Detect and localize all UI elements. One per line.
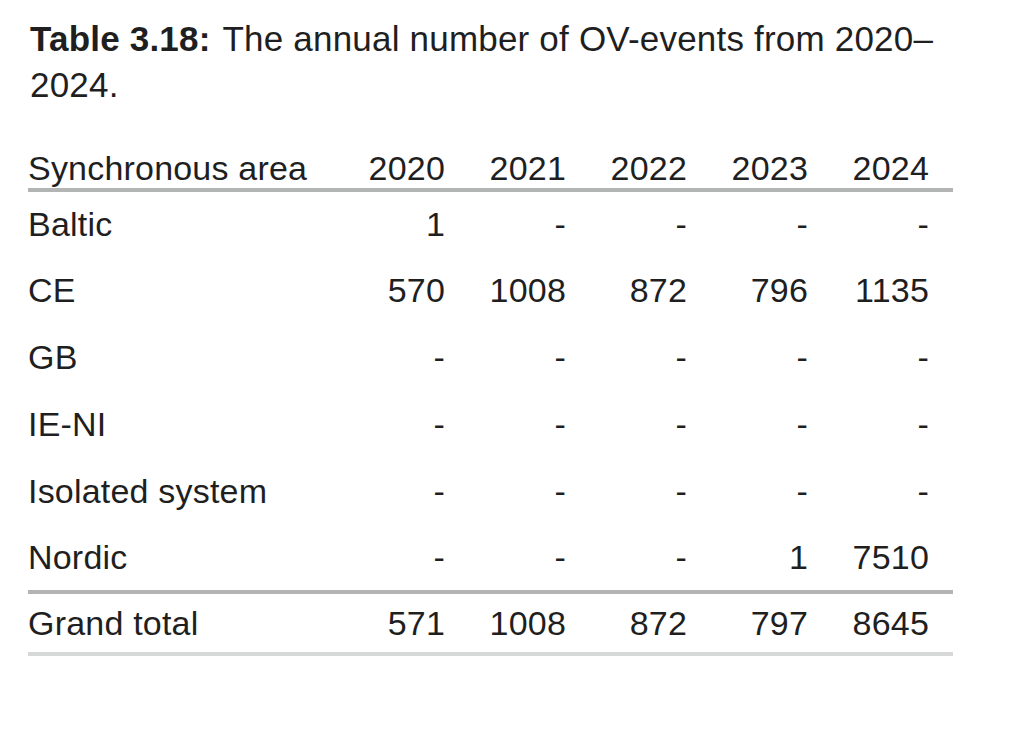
table-caption-text-line2: 2024. xyxy=(30,65,119,104)
table-caption-text-line1: The annual number of OV-events from 2020… xyxy=(223,19,934,58)
cell-2021: 1008 xyxy=(445,257,566,324)
column-header-2024: 2024 xyxy=(808,138,929,190)
cell-2024: - xyxy=(808,324,929,391)
column-header-2020: 2020 xyxy=(324,138,445,190)
table-caption: Table 3.18: The annual number of OV-event… xyxy=(30,16,994,108)
cell-2021: - xyxy=(445,391,566,458)
cell-2021: 1008 xyxy=(445,592,566,654)
row-label: Nordic xyxy=(28,525,324,592)
row-label: Grand total xyxy=(28,592,324,654)
row-label: GB xyxy=(28,324,324,391)
table-row-baltic: Baltic 1 - - - - xyxy=(28,190,953,257)
cell-2023: - xyxy=(687,190,808,257)
cell-2022: - xyxy=(566,525,687,592)
cell-2020: - xyxy=(324,324,445,391)
cell-2023: - xyxy=(687,324,808,391)
cell-2024: - xyxy=(808,190,929,257)
table-row-grand-total: Grand total 571 1008 872 797 8645 xyxy=(28,592,953,654)
cell-2022: - xyxy=(566,391,687,458)
row-label: IE-NI xyxy=(28,391,324,458)
cell-2022: - xyxy=(566,458,687,525)
row-spacer xyxy=(929,257,953,324)
row-spacer xyxy=(929,458,953,525)
cell-2024: 1135 xyxy=(808,257,929,324)
row-label: CE xyxy=(28,257,324,324)
cell-2020: - xyxy=(324,458,445,525)
cell-2021: - xyxy=(445,190,566,257)
column-header-2022: 2022 xyxy=(566,138,687,190)
ov-events-table: Synchronous area 2020 2021 2022 2023 202… xyxy=(28,138,953,656)
table-row-ie-ni: IE-NI - - - - - xyxy=(28,391,953,458)
table-caption-label: Table 3.18: xyxy=(30,19,211,58)
cell-2023: - xyxy=(687,391,808,458)
cell-2024: 8645 xyxy=(808,592,929,654)
cell-2021: - xyxy=(445,324,566,391)
cell-2020: - xyxy=(324,525,445,592)
row-spacer xyxy=(929,592,953,654)
row-spacer xyxy=(929,190,953,257)
cell-2024: - xyxy=(808,391,929,458)
cell-2022: 872 xyxy=(566,257,687,324)
cell-2024: 7510 xyxy=(808,525,929,592)
row-spacer xyxy=(929,391,953,458)
header-spacer xyxy=(929,138,953,190)
cell-2023: 797 xyxy=(687,592,808,654)
cell-2023: - xyxy=(687,458,808,525)
row-spacer xyxy=(929,525,953,592)
cell-2021: - xyxy=(445,458,566,525)
cell-2022: - xyxy=(566,324,687,391)
cell-2021: - xyxy=(445,525,566,592)
table-row-nordic: Nordic - - - 1 7510 xyxy=(28,525,953,592)
cell-2020: 570 xyxy=(324,257,445,324)
column-header-2023: 2023 xyxy=(687,138,808,190)
column-header-2021: 2021 xyxy=(445,138,566,190)
cell-2022: - xyxy=(566,190,687,257)
table-row-gb: GB - - - - - xyxy=(28,324,953,391)
row-label: Isolated system xyxy=(28,458,324,525)
column-header-area: Synchronous area xyxy=(28,138,324,190)
cell-2023: 1 xyxy=(687,525,808,592)
table-header-row: Synchronous area 2020 2021 2022 2023 202… xyxy=(28,138,953,190)
cell-2020: - xyxy=(324,391,445,458)
table-row-ce: CE 570 1008 872 796 1135 xyxy=(28,257,953,324)
cell-2024: - xyxy=(808,458,929,525)
cell-2022: 872 xyxy=(566,592,687,654)
cell-2023: 796 xyxy=(687,257,808,324)
document-page: { "caption": { "label": "Table 3.18:", "… xyxy=(0,0,1024,730)
cell-2020: 571 xyxy=(324,592,445,654)
table-row-isolated-system: Isolated system - - - - - xyxy=(28,458,953,525)
cell-2020: 1 xyxy=(324,190,445,257)
row-spacer xyxy=(929,324,953,391)
row-label: Baltic xyxy=(28,190,324,257)
